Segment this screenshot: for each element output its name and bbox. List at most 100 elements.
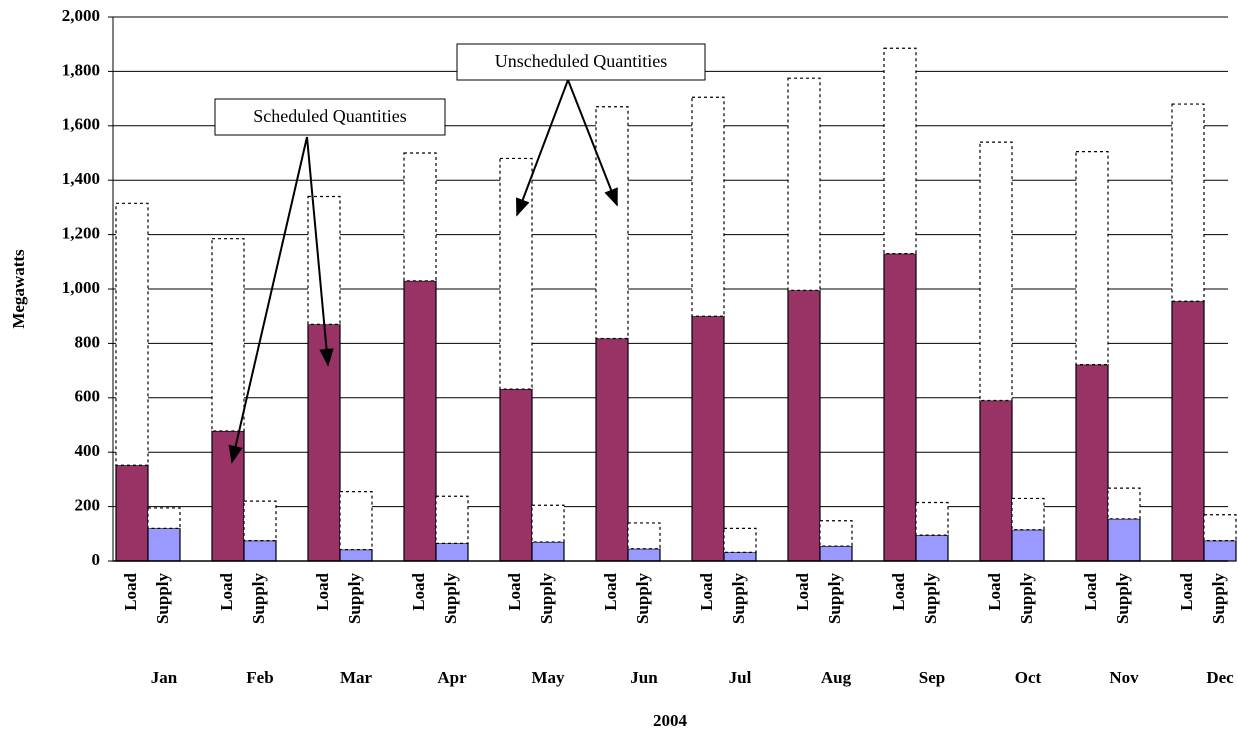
bar-segment — [627, 548, 661, 562]
bar-segment — [499, 388, 533, 562]
bar-segment — [1075, 364, 1109, 562]
group-label: Load — [889, 572, 908, 610]
bar-segment — [691, 315, 725, 562]
x-tick-label: Apr — [437, 668, 467, 687]
group-label: Supply — [249, 573, 268, 625]
bar-segment — [1107, 518, 1141, 562]
bar-segment — [307, 323, 341, 562]
x-tick-label: Jul — [729, 668, 752, 687]
x-tick-label: Jan — [151, 668, 178, 687]
bar-segment — [211, 238, 245, 432]
annotation-label: Unscheduled Quantities — [495, 51, 667, 71]
bar-segment — [499, 157, 533, 390]
bar-segment — [595, 106, 629, 340]
bar-segment — [243, 539, 277, 562]
bar-segment — [435, 495, 469, 544]
annotation-arrow — [515, 79, 569, 217]
group-label: Supply — [537, 573, 556, 625]
bar-segment — [787, 77, 821, 291]
bar-segment — [403, 152, 437, 282]
y-tick-label: 1,000 — [62, 278, 100, 297]
y-tick-label: 1,400 — [62, 169, 100, 188]
x-tick-label: Sep — [919, 668, 945, 687]
y-tick-label: 0 — [92, 550, 101, 569]
bar-segment — [595, 337, 629, 562]
bar-segment — [723, 527, 757, 553]
x-tick-label: Mar — [340, 668, 373, 687]
bar-segment — [339, 548, 373, 562]
bar-segment — [883, 253, 917, 562]
bar-segment — [1203, 539, 1237, 562]
y-tick-label: 800 — [75, 332, 101, 351]
group-label: Supply — [441, 573, 460, 625]
group-label: Supply — [1113, 573, 1132, 625]
y-tick-label: 1,800 — [62, 60, 100, 79]
bar-segment — [883, 47, 917, 255]
group-label: Supply — [921, 573, 940, 625]
bar-segment — [1171, 300, 1205, 562]
bar-segment — [915, 534, 949, 562]
bar-segment — [147, 507, 181, 529]
x-tick-label: Aug — [821, 668, 852, 687]
y-tick-label: 600 — [75, 387, 101, 406]
bar-segment — [915, 501, 949, 536]
x-tick-label: Nov — [1109, 668, 1139, 687]
bar-segment — [723, 551, 757, 562]
bar-segment — [1107, 487, 1141, 520]
y-tick-label: 400 — [75, 441, 101, 460]
group-label: Load — [217, 572, 236, 610]
bar-segment — [627, 522, 661, 550]
x-tick-label: Dec — [1206, 668, 1234, 687]
group-label: Load — [601, 572, 620, 610]
bar-segment — [531, 541, 565, 562]
annotation-label: Scheduled Quantities — [253, 106, 406, 126]
y-tick-label: 2,000 — [62, 6, 100, 25]
y-axis-title: Megawatts — [9, 249, 28, 329]
group-label: Supply — [1017, 573, 1036, 625]
annotation-box — [214, 98, 446, 136]
bar-segment — [979, 141, 1013, 402]
bar-segment — [339, 491, 373, 551]
bar-segment — [819, 520, 853, 547]
group-label: Load — [793, 572, 812, 610]
group-label: Supply — [825, 573, 844, 625]
bar-segment — [435, 542, 469, 562]
group-label: Load — [1081, 572, 1100, 610]
bar-segment — [243, 500, 277, 542]
y-tick-label: 200 — [75, 496, 101, 515]
annotation-arrow — [228, 136, 308, 464]
group-label: Load — [1177, 572, 1196, 610]
bar-segment — [1011, 529, 1045, 562]
x-tick-label: Oct — [1015, 668, 1042, 687]
group-label: Load — [697, 572, 716, 610]
group-label: Load — [313, 572, 332, 610]
group-label: Load — [985, 572, 1004, 610]
bar-segment — [1203, 514, 1237, 542]
bar-segment — [147, 527, 181, 562]
annotation-arrow — [306, 136, 334, 367]
x-tick-label: Jun — [630, 668, 658, 687]
annotation-arrow — [567, 79, 618, 207]
bar-segment — [115, 464, 149, 562]
bar-segment — [1075, 151, 1109, 366]
group-label: Load — [409, 572, 428, 610]
bar-segment — [531, 504, 565, 543]
group-label: Load — [505, 572, 524, 610]
bar-segment — [691, 96, 725, 317]
group-label: Supply — [729, 573, 748, 625]
group-label: Load — [121, 572, 140, 610]
group-label: Supply — [633, 573, 652, 625]
bar-segment — [403, 280, 437, 562]
group-label: Supply — [1209, 573, 1228, 625]
y-tick-label: 1,600 — [62, 115, 100, 134]
group-label: Supply — [345, 573, 364, 625]
y-tick-label: 1,200 — [62, 224, 100, 243]
bar-segment — [307, 195, 341, 325]
group-label: Supply — [153, 573, 172, 625]
x-tick-label: May — [531, 668, 565, 687]
annotation-box — [456, 43, 706, 81]
bar-segment — [115, 202, 149, 466]
bar-segment — [1171, 103, 1205, 302]
bar-segment — [819, 545, 853, 562]
